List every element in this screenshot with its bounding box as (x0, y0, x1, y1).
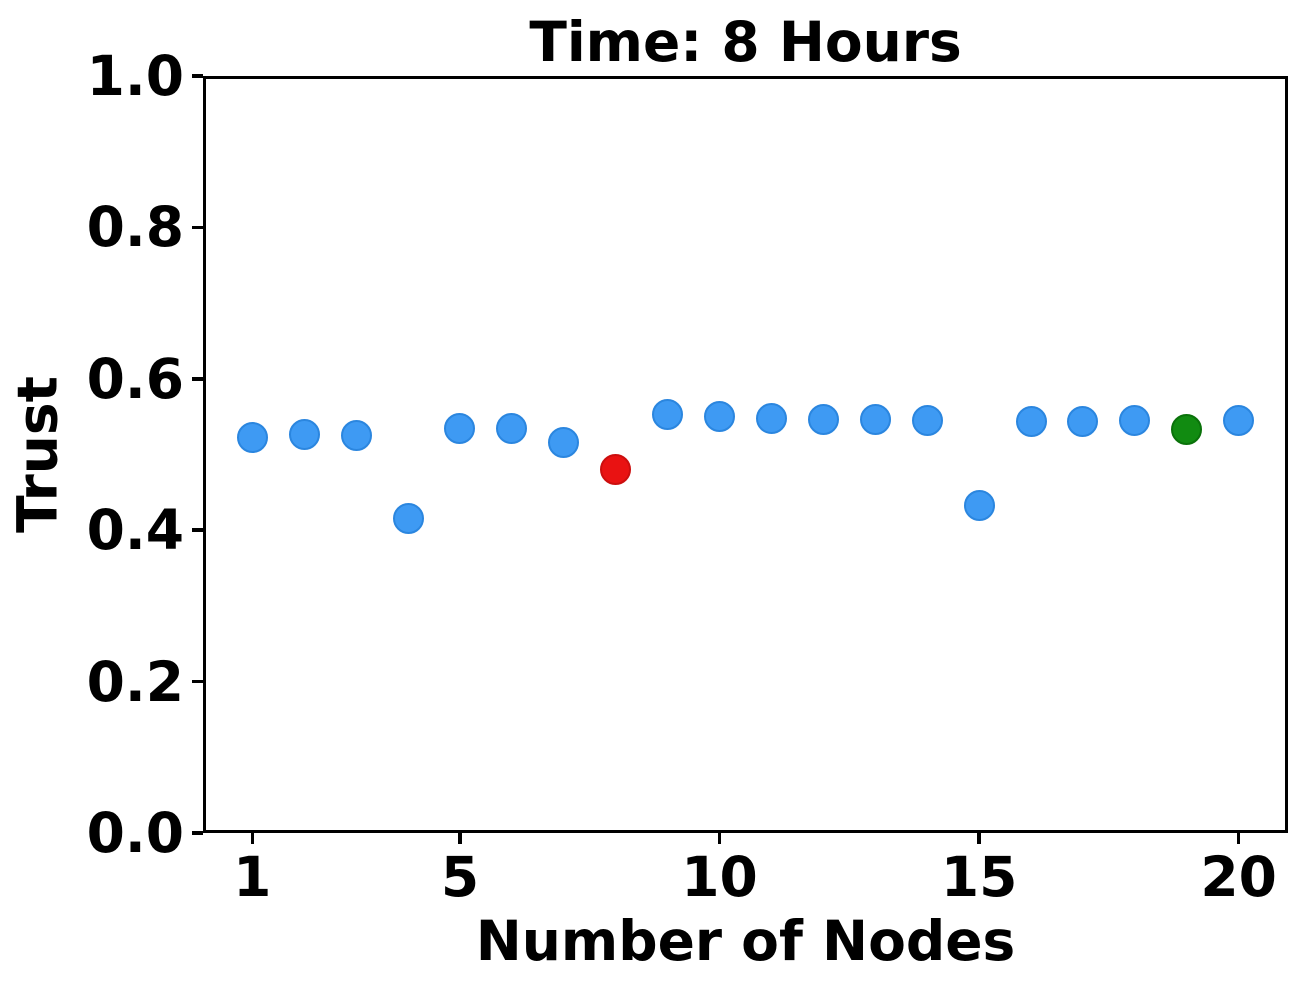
data-point-blue (288, 419, 320, 451)
data-point-blue (496, 413, 528, 445)
x-tick-label: 5 (440, 845, 480, 909)
y-tick-label: 0.6 (86, 346, 184, 411)
data-point-green (1171, 414, 1203, 446)
y-tick (192, 74, 203, 78)
data-point-blue (652, 398, 684, 430)
x-tick-label: 10 (681, 845, 758, 909)
x-tick-label: 20 (1200, 845, 1277, 909)
y-tick-label: 0.2 (86, 649, 184, 714)
y-tick (192, 831, 203, 835)
data-point-red (600, 454, 632, 486)
data-point-blue (548, 426, 580, 458)
data-point-blue (1067, 405, 1099, 437)
x-tick (1236, 833, 1241, 844)
y-tick (192, 679, 203, 684)
data-point-blue (755, 402, 787, 434)
chart-title: Time: 8 Hours (529, 10, 962, 74)
x-tick (250, 833, 255, 844)
y-tick-label: 0.8 (86, 195, 184, 260)
x-tick (977, 833, 981, 844)
y-tick (192, 225, 203, 230)
data-point-blue (444, 413, 476, 445)
y-tick (192, 377, 203, 381)
data-point-blue (963, 490, 995, 522)
data-point-blue (1015, 405, 1047, 437)
x-tick (458, 833, 462, 844)
data-point-blue (340, 420, 372, 452)
data-point-blue (1223, 404, 1255, 436)
data-point-blue (704, 401, 736, 433)
x-tick-label: 1 (233, 845, 272, 909)
plot-area (203, 76, 1288, 833)
x-axis-label: Number of Nodes (475, 909, 1016, 973)
data-point-blue (392, 503, 424, 535)
data-point-blue (911, 404, 943, 436)
y-tick-label: 0.4 (86, 498, 184, 563)
y-tick (192, 528, 203, 532)
x-tick-label: 15 (940, 845, 1018, 909)
y-tick-label: 0.0 (86, 801, 184, 865)
data-point-blue (1119, 404, 1151, 436)
data-point-blue (807, 404, 839, 436)
x-tick (717, 833, 722, 844)
data-point-blue (859, 404, 891, 436)
data-point-blue (236, 421, 268, 453)
y-tick-label: 1.0 (86, 44, 184, 108)
